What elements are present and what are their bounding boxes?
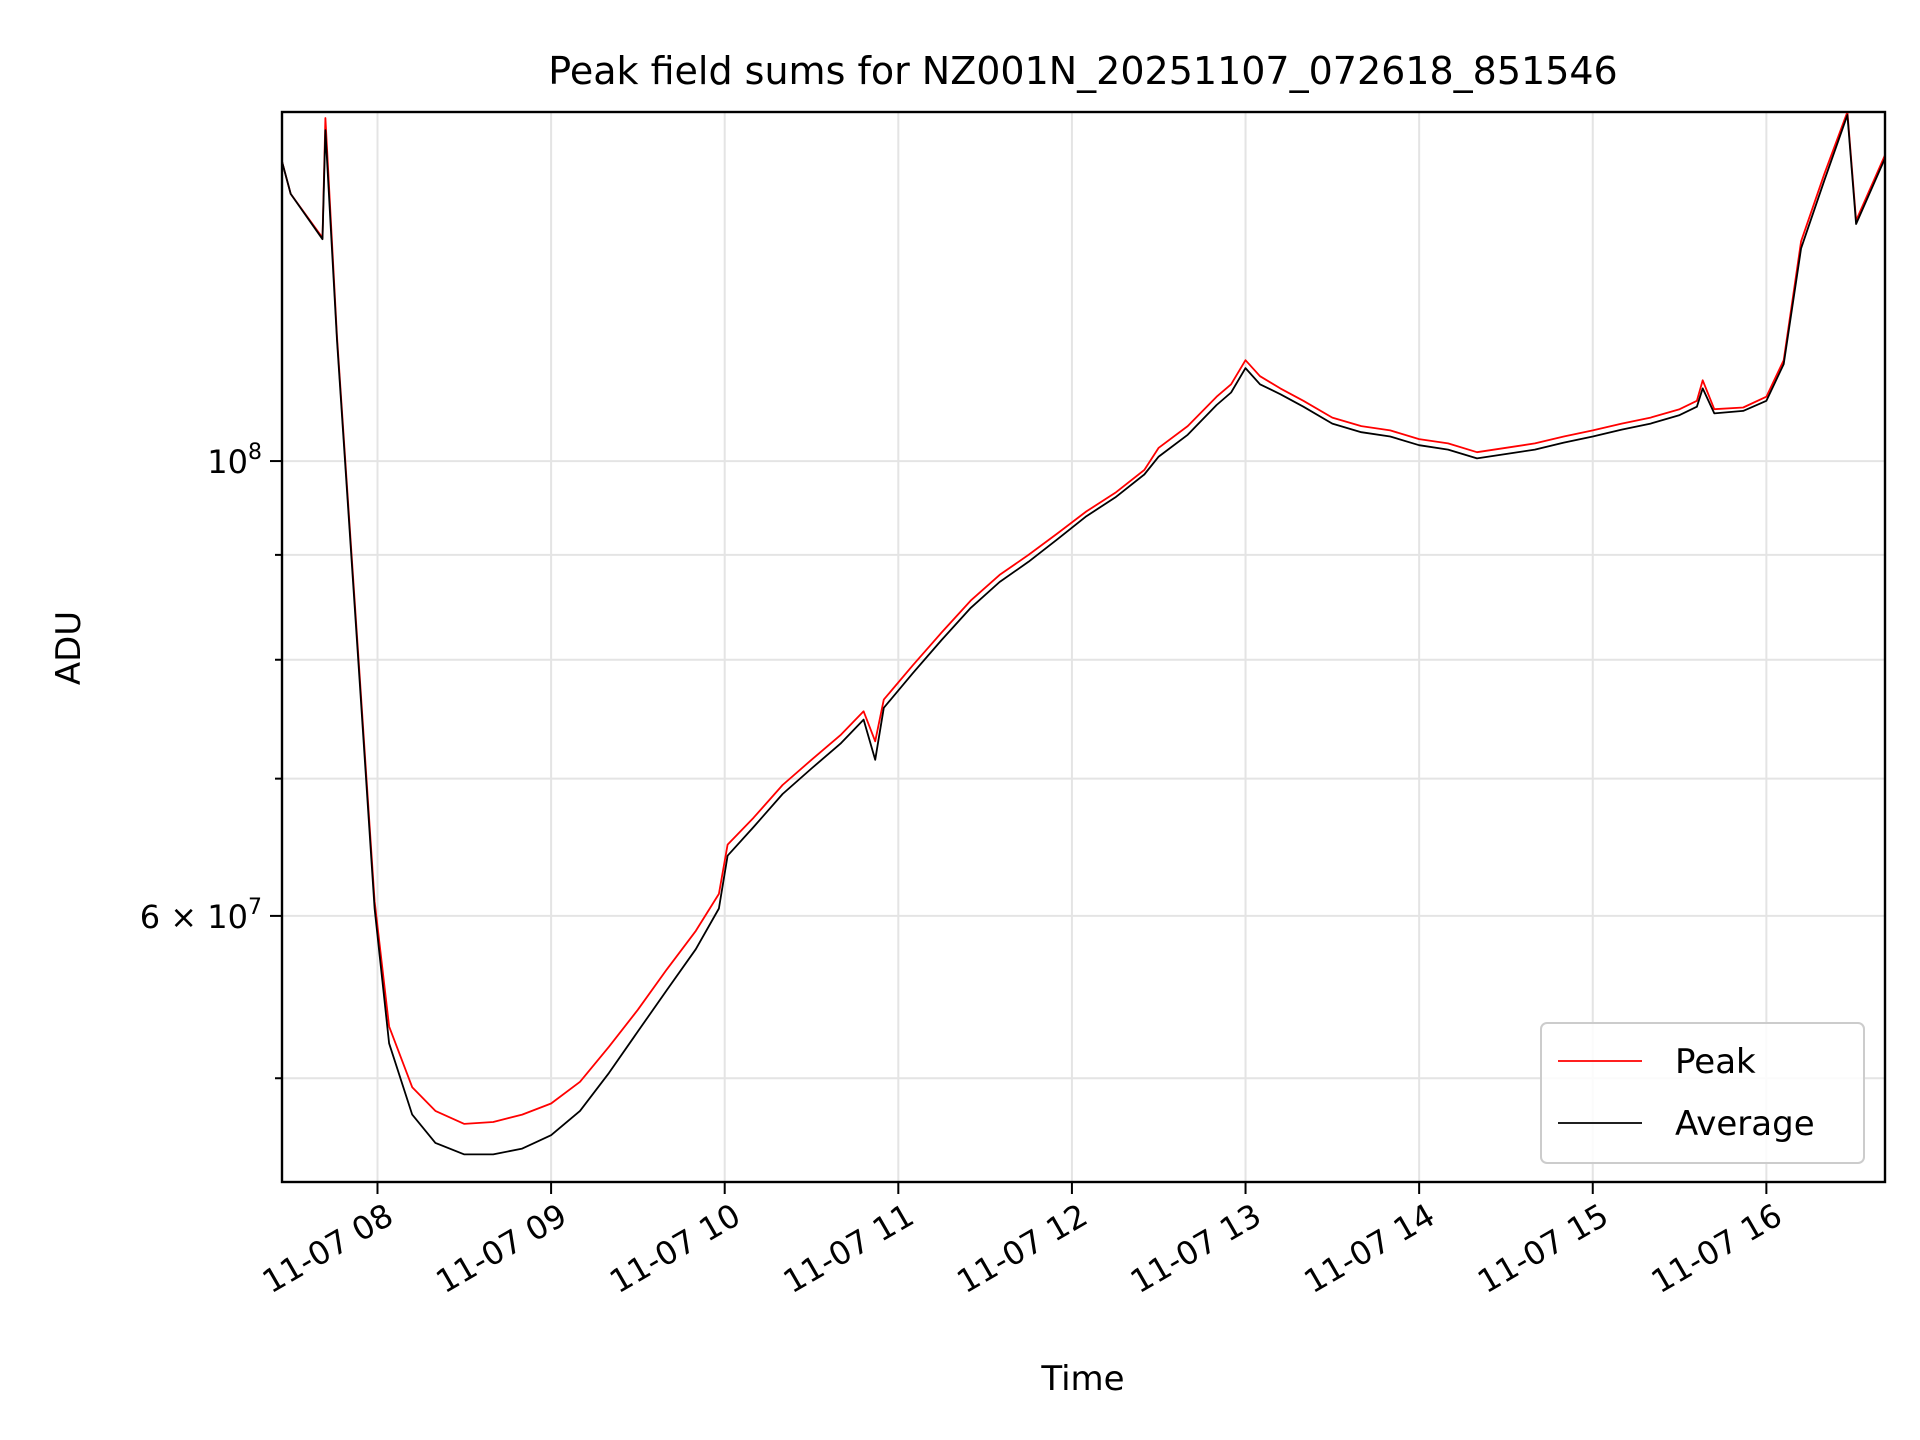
chart-title: Peak field sums for NZ001N_20251107_0726… xyxy=(548,49,1617,93)
series-line-peak xyxy=(281,111,1886,1125)
series-layer xyxy=(281,111,1886,1156)
plot-frame xyxy=(280,110,1887,1184)
legend-label: Peak xyxy=(1675,1042,1756,1082)
legend-label: Average xyxy=(1675,1104,1815,1144)
y-tick-label: 6 × 107 xyxy=(140,895,262,936)
y-axis-ticks: 108 6 × 107 xyxy=(140,440,282,1080)
legend: Peak Average xyxy=(1540,1022,1865,1164)
y-tick-label: 108 xyxy=(207,440,262,481)
legend-box xyxy=(1540,1022,1865,1164)
x-axis-label: Time xyxy=(1040,1359,1124,1399)
y-axis-label: ADU xyxy=(49,611,89,685)
series-line-average xyxy=(281,114,1886,1156)
grid xyxy=(282,112,1885,1182)
